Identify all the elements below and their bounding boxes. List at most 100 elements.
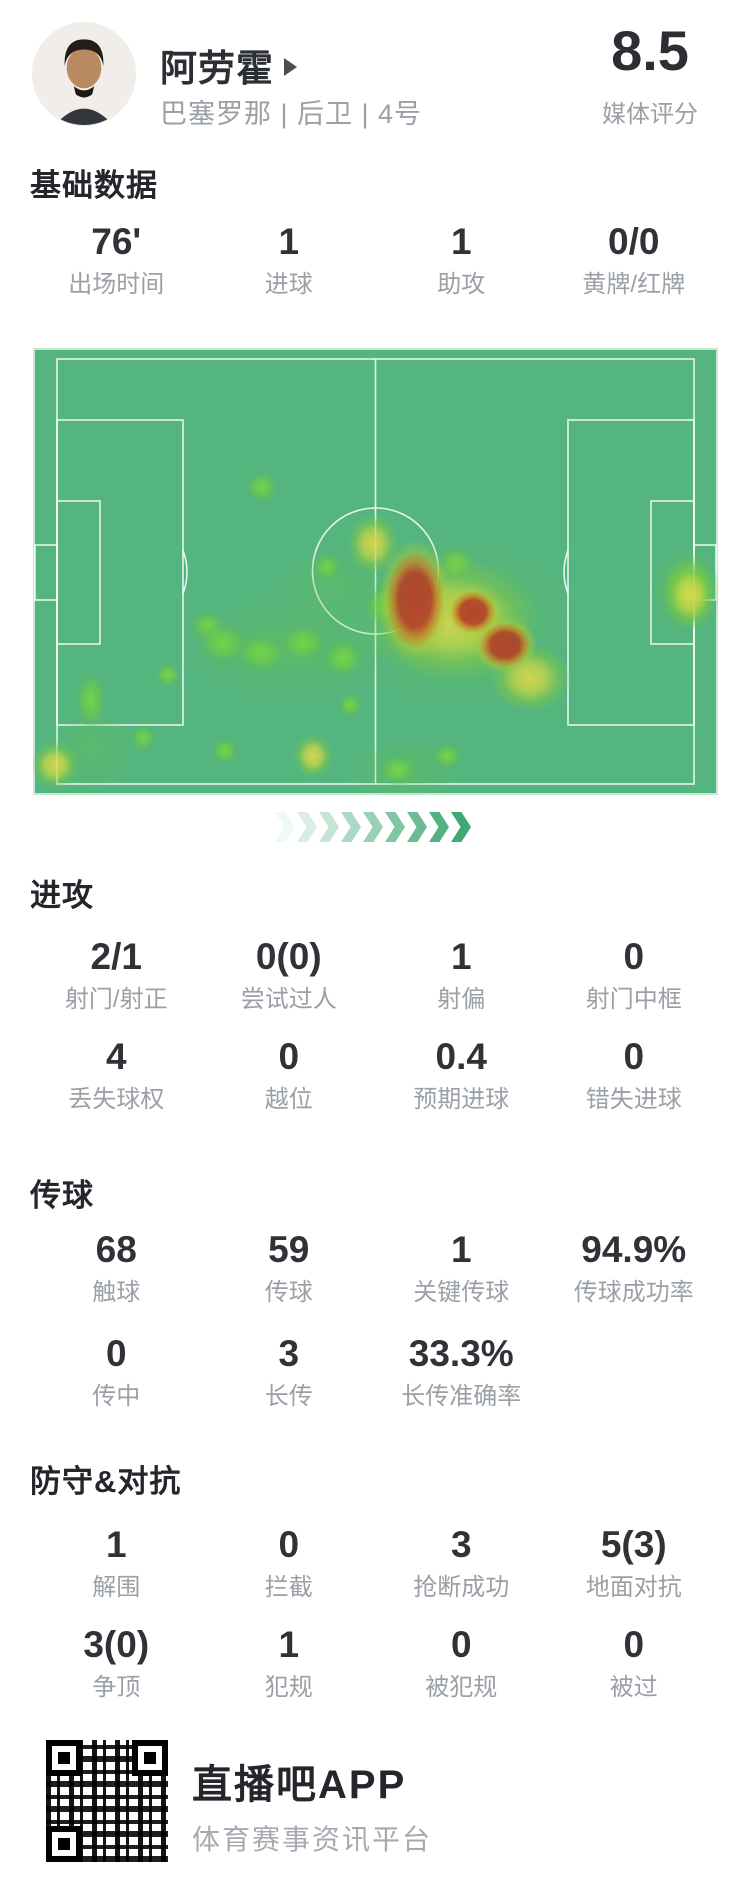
stat-cell: 0 拦截 bbox=[203, 1523, 376, 1603]
qr-finder-icon bbox=[46, 1826, 82, 1862]
stat-value: 68 bbox=[95, 1229, 137, 1270]
stat-cell: 0 越位 bbox=[203, 1035, 376, 1115]
stat-cell bbox=[548, 1332, 721, 1412]
qr-finder-icon bbox=[46, 1740, 82, 1776]
rating-value: 8.5 bbox=[611, 19, 689, 82]
stat-value: 4 bbox=[105, 1036, 127, 1077]
stat-value: 1 bbox=[278, 221, 300, 262]
section-title-passing: 传球 bbox=[30, 1178, 94, 1213]
chevron-right-icon bbox=[341, 812, 361, 842]
heatmap-pitch bbox=[33, 348, 718, 795]
stat-cell: 3 抢断成功 bbox=[375, 1523, 548, 1603]
stat-cell: 1 解围 bbox=[30, 1523, 203, 1603]
stat-value: 0 bbox=[623, 1036, 645, 1077]
basic-stats-row: 76' 出场时间 1 进球 1 助攻 0/0 黄牌/红牌 bbox=[30, 220, 720, 300]
stat-value: 1 bbox=[105, 1524, 127, 1565]
stat-cell: 1 关键传球 bbox=[375, 1228, 548, 1308]
stat-value: 1 bbox=[450, 1229, 472, 1270]
stat-label: 被过 bbox=[609, 1674, 658, 1701]
stat-cell: 33.3% 长传准确率 bbox=[375, 1332, 548, 1412]
stat-label: 黄牌/红牌 bbox=[582, 271, 686, 298]
stat-label: 错失进球 bbox=[585, 1086, 682, 1113]
stat-label: 进球 bbox=[264, 271, 313, 298]
stat-value: 1 bbox=[450, 936, 472, 977]
chevron-right-icon bbox=[385, 812, 405, 842]
chevron-right-icon bbox=[319, 812, 339, 842]
stat-cell: 3(0) 争顶 bbox=[30, 1623, 203, 1703]
caret-right-icon bbox=[284, 58, 297, 76]
player-team-position: 巴塞罗那 | 后卫 | 4号 bbox=[160, 99, 423, 129]
chevron-right-icon bbox=[429, 812, 449, 842]
stat-label: 触球 bbox=[92, 1279, 141, 1306]
player-avatar bbox=[33, 23, 135, 125]
chevron-right-icon bbox=[275, 812, 295, 842]
stat-label: 预期进球 bbox=[413, 1086, 510, 1113]
stat-value: 0 bbox=[278, 1524, 300, 1565]
stat-value: 0.4 bbox=[435, 1036, 487, 1077]
stat-value: 1 bbox=[450, 221, 472, 262]
qr-finder-icon bbox=[132, 1740, 168, 1776]
player-photo-placeholder bbox=[33, 23, 135, 125]
stat-cell: 1 进球 bbox=[203, 220, 376, 300]
stat-value: 3(0) bbox=[83, 1624, 150, 1665]
stat-cell: 0 错失进球 bbox=[548, 1035, 721, 1115]
stat-value: 33.3% bbox=[408, 1333, 514, 1374]
stat-label: 射偏 bbox=[437, 986, 486, 1013]
stat-value: 0 bbox=[278, 1036, 300, 1077]
stat-value: 3 bbox=[450, 1524, 472, 1565]
stat-label: 长传 bbox=[264, 1383, 313, 1410]
media-rating: 8.5 媒体评分 bbox=[560, 20, 740, 129]
stat-value: 1 bbox=[278, 1624, 300, 1665]
stat-label: 出场时间 bbox=[68, 271, 165, 298]
stat-value: 5(3) bbox=[600, 1524, 667, 1565]
passing-stats-row-1: 68 触球 59 传球 1 关键传球 94.9% 传球成功率 bbox=[30, 1228, 720, 1308]
stat-value: 0 bbox=[623, 936, 645, 977]
chevron-right-icon bbox=[297, 812, 317, 842]
stat-value: 94.9% bbox=[581, 1229, 687, 1270]
stat-label: 传球成功率 bbox=[573, 1279, 694, 1306]
stat-cell: 0 被犯规 bbox=[375, 1623, 548, 1703]
chevron-right-icon bbox=[451, 812, 471, 842]
stat-label: 射门/射正 bbox=[64, 986, 168, 1013]
stat-label: 长传准确率 bbox=[401, 1383, 522, 1410]
stat-value: 0(0) bbox=[255, 936, 322, 977]
stat-cell: 1 射偏 bbox=[375, 935, 548, 1015]
app-name: 直播吧APP bbox=[192, 1763, 407, 1807]
stat-label: 抢断成功 bbox=[413, 1574, 510, 1601]
stat-value: 2/1 bbox=[90, 936, 142, 977]
stat-cell: 59 传球 bbox=[203, 1228, 376, 1308]
qr-code bbox=[46, 1740, 168, 1862]
player-name: 阿劳霍 bbox=[160, 48, 274, 89]
stat-value: 0 bbox=[450, 1624, 472, 1665]
stat-label: 传中 bbox=[92, 1383, 141, 1410]
attack-stats-row-1: 2/1 射门/射正 0(0) 尝试过人 1 射偏 0 射门中框 bbox=[30, 935, 720, 1015]
stat-value: 3 bbox=[278, 1333, 300, 1374]
stat-label: 关键传球 bbox=[413, 1279, 510, 1306]
stat-cell: 1 助攻 bbox=[375, 220, 548, 300]
stat-cell: 0.4 预期进球 bbox=[375, 1035, 548, 1115]
stat-label: 解围 bbox=[92, 1574, 141, 1601]
stat-label: 尝试过人 bbox=[240, 986, 337, 1013]
stat-value: 0/0 bbox=[608, 221, 660, 262]
stat-label: 越位 bbox=[264, 1086, 313, 1113]
section-title-defense: 防守&对抗 bbox=[30, 1464, 182, 1499]
stat-label: 助攻 bbox=[437, 271, 486, 298]
stat-label: 地面对抗 bbox=[585, 1574, 682, 1601]
stat-label: 丢失球权 bbox=[68, 1086, 165, 1113]
attack-stats-row-2: 4 丢失球权 0 越位 0.4 预期进球 0 错失进球 bbox=[30, 1035, 720, 1115]
rating-label: 媒体评分 bbox=[602, 101, 698, 128]
stat-cell: 0/0 黄牌/红牌 bbox=[548, 220, 721, 300]
stat-label: 传球 bbox=[264, 1279, 313, 1306]
stat-value: 0 bbox=[623, 1624, 645, 1665]
section-title-basic: 基础数据 bbox=[30, 168, 158, 203]
section-title-attack: 进攻 bbox=[30, 878, 94, 913]
stat-cell: 1 犯规 bbox=[203, 1623, 376, 1703]
passing-stats-row-2: 0 传中 3 长传 33.3% 长传准确率 bbox=[30, 1332, 720, 1412]
stat-value: 0 bbox=[105, 1333, 127, 1374]
chevron-right-icon bbox=[407, 812, 427, 842]
stat-cell: 94.9% 传球成功率 bbox=[548, 1228, 721, 1308]
player-name-link[interactable]: 阿劳霍 bbox=[160, 38, 297, 92]
momentum-chevrons bbox=[275, 812, 475, 842]
stat-label: 射门中框 bbox=[585, 986, 682, 1013]
